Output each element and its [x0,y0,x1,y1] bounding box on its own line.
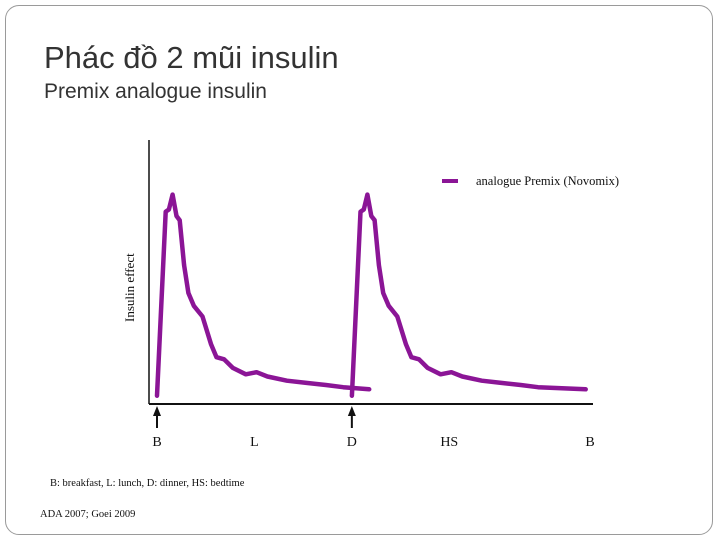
x-tick-label-1: B [152,435,161,450]
source-citation: ADA 2007; Goei 2009 [40,509,136,520]
series-layer [154,192,588,398]
x-tick-layer: B L D HS B [152,406,595,450]
meal-arrow-head-1 [153,406,161,416]
x-tick-label-4: HS [440,435,458,450]
series-line-1 [154,192,372,398]
slide-title: Phác đồ 2 mũi insulin [44,40,339,75]
meal-arrow-head-3 [347,406,356,416]
y-axis-label: Insulin effect [122,253,137,322]
legend-label: analogue Premix (Novomix) [476,174,619,188]
slide-subtitle: Premix analogue insulin [44,80,267,103]
abbreviation-note: B: breakfast, L: lunch, D: dinner, HS: b… [50,478,245,489]
series-line-2 [349,192,588,398]
x-tick-label-3: D [347,435,357,450]
legend: analogue Premix (Novomix) [442,174,619,188]
x-tick-label-5: B [585,435,594,450]
x-tick-label-2: L [250,435,259,450]
